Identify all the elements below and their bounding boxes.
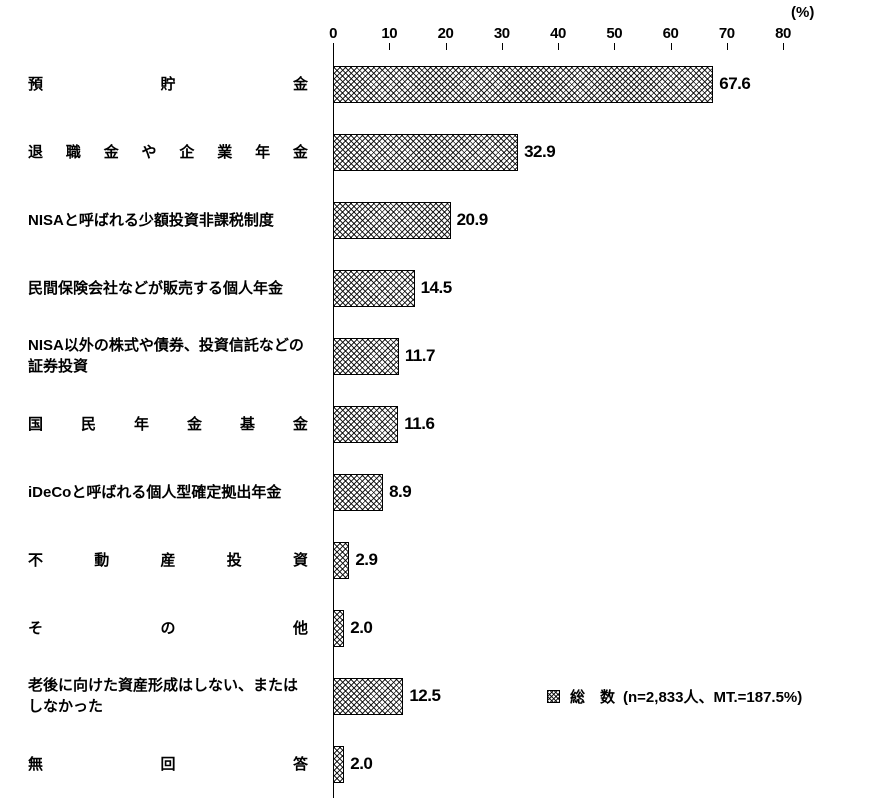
axis-tick-label: 50 (606, 25, 623, 42)
bar-row: 無回答 2.0 (0, 730, 870, 798)
axis-tick-label: 0 (329, 25, 337, 42)
category-label: NISA以外の株式や債券、投資信託などの証券投資 (28, 337, 304, 375)
category-label: NISAと呼ばれる少額投資非課税制度 (28, 211, 274, 229)
bar-row: 不動産投資 2.9 (0, 526, 870, 594)
category-label: 無回答 (28, 755, 308, 773)
axis-tick-label: 30 (493, 25, 510, 42)
axis-tick-mark (445, 43, 447, 50)
bar-value: 67.6 (719, 74, 751, 93)
bar-row: 老後に向けた資産形成はしない、またはしなかった 12.5 (0, 662, 870, 730)
bar-value: 2.9 (355, 550, 378, 569)
bar (333, 65, 714, 103)
bar-area: 2.0 (333, 745, 373, 783)
bar-area: 20.9 (333, 201, 489, 239)
axis-tick-mark (558, 43, 559, 50)
bar-rows: 預貯金 67.6 退職金や企業年金 32.9 NISAと呼ばれる少額投資非課税制度 20.… (0, 50, 870, 798)
axis-header: (%) 0 10 20 30 40 50 60 70 80 (0, 0, 870, 50)
bar-row: 退職金や企業年金 32.9 (0, 118, 870, 186)
bar (333, 609, 345, 647)
bar-area: 14.5 (333, 269, 453, 307)
bar-area: 11.6 (333, 405, 435, 443)
bar (333, 745, 345, 783)
axis-tick-mark (614, 43, 616, 50)
bar-area: 2.9 (333, 541, 378, 579)
axis-tick-label: 70 (718, 25, 735, 42)
bar-area: 67.6 (333, 65, 751, 103)
bar-row: 民間保険会社などが販売する個人年金 14.5 (0, 254, 870, 322)
legend-swatch-icon (547, 689, 560, 703)
bar (333, 541, 350, 579)
category-label: その他 (28, 619, 308, 637)
bar-row: NISAと呼ばれる少額投資非課税制度 20.9 (0, 186, 870, 254)
axis-tick-mark (783, 43, 784, 50)
legend-detail: (n=2,833人、MT.=187.5%) (623, 688, 803, 706)
bar-row: iDeCoと呼ばれる個人型確定拠出年金 8.9 (0, 458, 870, 526)
axis-tick-label: 80 (775, 25, 791, 42)
bar-value: 14.5 (420, 278, 453, 297)
bar (333, 473, 384, 511)
bar-value: 32.9 (524, 142, 556, 161)
category-label: 老後に向けた資産形成はしない、またはしなかった (28, 677, 299, 715)
axis-tick-label: 10 (381, 25, 398, 42)
category-label: 預貯金 (28, 75, 308, 93)
bar-value: 2.0 (350, 618, 373, 637)
axis-tick-label: 40 (550, 25, 566, 42)
category-label: 民間保険会社などが販売する個人年金 (28, 279, 284, 297)
bar (333, 133, 519, 171)
bar-area: 2.0 (333, 609, 373, 647)
bar-area: 11.7 (333, 337, 436, 375)
bar-value: 11.6 (404, 414, 435, 433)
bar-row: 国民年金基金 11.6 (0, 390, 870, 458)
bar-area: 32.9 (333, 133, 556, 171)
bar-value: 20.9 (456, 210, 489, 229)
bar-value: 12.5 (409, 686, 441, 705)
category-label: 国民年金基金 (28, 415, 308, 433)
legend-label: 総 数 (570, 688, 616, 706)
category-label: 退職金や企業年金 (28, 143, 308, 161)
axis-tick-mark (501, 43, 503, 50)
axis-unit-label: (%) (791, 4, 815, 21)
bar (333, 677, 404, 715)
category-label: 不動産投資 (28, 551, 308, 569)
bar (333, 405, 399, 443)
bar-row: NISA以外の株式や債券、投資信託などの証券投資 11.7 (0, 322, 870, 390)
bar-area: 12.5 (333, 677, 441, 715)
category-label: iDeCoと呼ばれる個人型確定拠出年金 (28, 483, 282, 501)
legend: 総 数 (n=2,833人、MT.=187.5%) (547, 678, 802, 714)
bar-area: 8.9 (333, 473, 412, 511)
bar (333, 201, 451, 239)
axis-tick-mark (389, 43, 391, 50)
bar-value: 2.0 (350, 754, 373, 773)
axis-tick-label: 20 (437, 25, 454, 42)
bar (333, 269, 415, 307)
axis-tick-label: 60 (662, 25, 679, 42)
axis-tick-mark (670, 43, 672, 50)
bar-row: 預貯金 67.6 (0, 50, 870, 118)
axis-tick-mark (333, 43, 334, 50)
bar-row: その他 2.0 (0, 594, 870, 662)
bar-value: 8.9 (389, 482, 412, 501)
axis-tick-mark (726, 43, 728, 50)
bar-value: 11.7 (404, 346, 436, 365)
bar (333, 337, 399, 375)
